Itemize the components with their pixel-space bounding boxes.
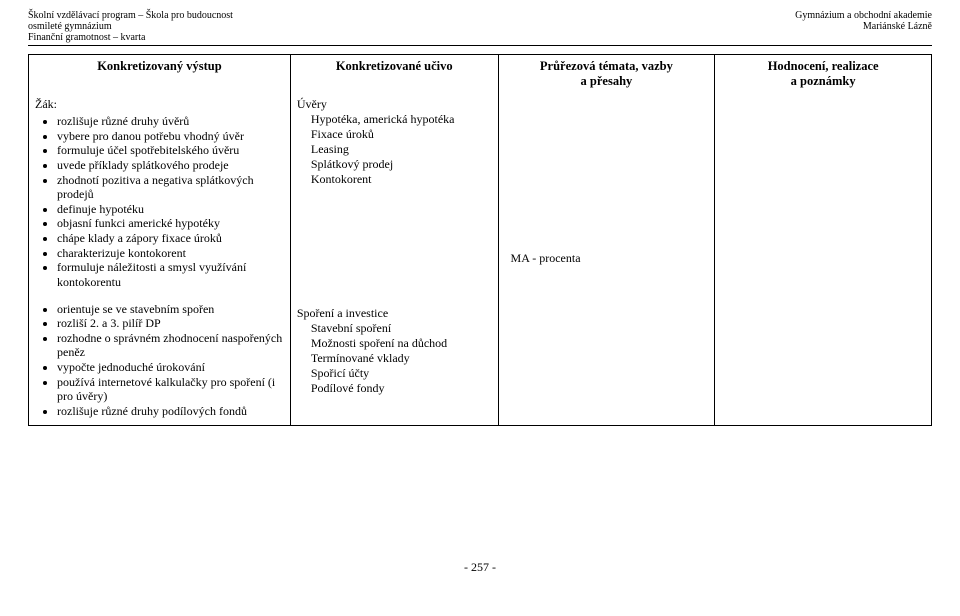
page: Školní vzdělávací program – Škola pro bu… — [0, 0, 960, 575]
header-left-line2: osmileté gymnázium — [28, 21, 233, 32]
list-item: vypočte jednoduché úrokování — [57, 360, 284, 375]
cell-output-2: orientuje se ve stavebním spořen rozliší… — [29, 296, 291, 426]
header-right-line2: Mariánské Lázně — [795, 21, 932, 32]
content-item: Možnosti spoření na důchod — [311, 336, 492, 351]
list-item: definuje hypotéku — [57, 202, 284, 217]
content-item: Leasing — [311, 142, 492, 157]
content-item: Splátkový prodej — [311, 157, 492, 172]
cell-cross-2 — [498, 296, 715, 426]
table-header-row: Konkretizovaný výstup Konkretizované uči… — [29, 55, 932, 94]
cell-content-2: Spoření a investice Stavební spoření Mož… — [290, 296, 498, 426]
content-item: Podílové fondy — [311, 381, 492, 396]
bullet-list-2: orientuje se ve stavebním spořen rozliší… — [35, 302, 284, 419]
column-header-output: Konkretizovaný výstup — [29, 55, 291, 94]
column-header-assessment: Hodnocení, realizace a poznámky — [715, 55, 932, 94]
list-item: používá internetové kalkulačky pro spoře… — [57, 375, 284, 404]
header-underline — [28, 45, 932, 46]
table-row: orientuje se ve stavebním spořen rozliší… — [29, 296, 932, 426]
page-header: Školní vzdělávací program – Škola pro bu… — [28, 10, 932, 43]
header-left: Školní vzdělávací program – Škola pro bu… — [28, 10, 233, 43]
list-item: formuluje účel spotřebitelského úvěru — [57, 143, 284, 158]
list-item: objasní funkci americké hypotéky — [57, 216, 284, 231]
bullet-list-1: rozlišuje různé druhy úvěrů vybere pro d… — [35, 114, 284, 290]
list-item: vybere pro danou potřebu vhodný úvěr — [57, 129, 284, 144]
column-header-cross: Průřezová témata, vazby a přesahy — [498, 55, 715, 94]
column-header-content: Konkretizované učivo — [290, 55, 498, 94]
header-left-line1: Školní vzdělávací program – Škola pro bu… — [28, 10, 233, 21]
content-item: Hypotéka, americká hypotéka — [311, 112, 492, 127]
column-header-cross-l2: a přesahy — [581, 74, 633, 88]
table-row: Žák: rozlišuje různé druhy úvěrů vybere … — [29, 93, 932, 296]
list-item: zhodnotí pozitiva a negativa splátkových… — [57, 173, 284, 202]
content-item: Kontokorent — [311, 172, 492, 187]
cell-assess-2 — [715, 296, 932, 426]
cell-content-1: Úvěry Hypotéka, americká hypotéka Fixace… — [290, 93, 498, 296]
list-item: chápe klady a zápory fixace úroků — [57, 231, 284, 246]
student-lead: Žák: — [35, 97, 284, 112]
cell-cross-1: MA - procenta — [498, 93, 715, 296]
content-item: Spořicí účty — [311, 366, 492, 381]
list-item: charakterizuje kontokorent — [57, 246, 284, 261]
content-item: Stavební spoření — [311, 321, 492, 336]
content-item: Termínované vklady — [311, 351, 492, 366]
list-item: rozliší 2. a 3. pilíř DP — [57, 316, 284, 331]
list-item: rozlišuje různé druhy úvěrů — [57, 114, 284, 129]
column-header-cross-l1: Průřezová témata, vazby — [540, 59, 673, 73]
column-header-assess-l2: a poznámky — [791, 74, 856, 88]
list-item: uvede příklady splátkového prodeje — [57, 158, 284, 173]
page-number: - 257 - — [28, 560, 932, 575]
list-item: rozlišuje různé druhy podílových fondů — [57, 404, 284, 419]
list-item: rozhodne o správném zhodnocení naspořený… — [57, 331, 284, 360]
header-right: Gymnázium a obchodní akademie Mariánské … — [795, 10, 932, 43]
column-header-assess-l1: Hodnocení, realizace — [768, 59, 879, 73]
content-heading-1: Úvěry — [297, 97, 492, 112]
cell-output-1: Žák: rozlišuje různé druhy úvěrů vybere … — [29, 93, 291, 296]
list-item: orientuje se ve stavebním spořen — [57, 302, 284, 317]
list-item: formuluje náležitosti a smysl využívání … — [57, 260, 284, 289]
header-left-line3: Finanční gramotnost – kvarta — [28, 32, 233, 43]
content-item: Fixace úroků — [311, 127, 492, 142]
cell-assess-1 — [715, 93, 932, 296]
curriculum-table: Konkretizovaný výstup Konkretizované uči… — [28, 54, 932, 426]
cross-topic-value: MA - procenta — [511, 251, 581, 266]
header-right-line1: Gymnázium a obchodní akademie — [795, 10, 932, 21]
content-heading-2: Spoření a investice — [297, 306, 492, 321]
